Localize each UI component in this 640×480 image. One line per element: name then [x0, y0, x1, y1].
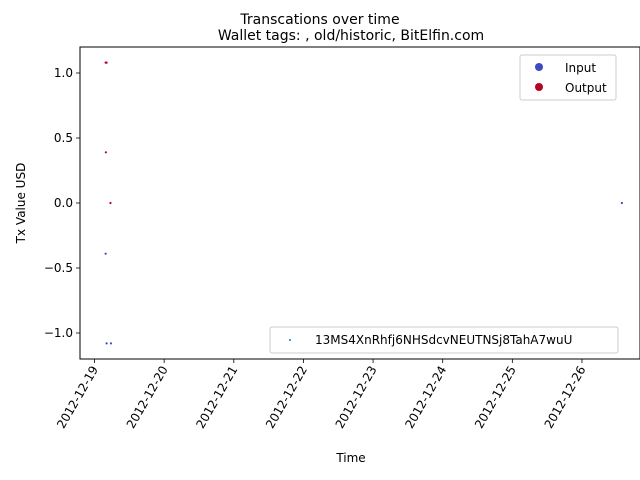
data-points: [104, 61, 623, 345]
y-tick-label: −0.5: [44, 261, 73, 275]
data-point-input: [105, 342, 108, 345]
y-axis: 1.0 0.5 0.0 −0.5 −1.0: [44, 66, 80, 340]
data-point-output: [105, 61, 108, 64]
data-point-input: [620, 201, 623, 205]
chart-title: Wallet tags: , old/historic, BitElfin.co…: [218, 28, 484, 44]
x-tick-label: 2012-12-21: [193, 364, 240, 431]
legend-marker-output: [535, 83, 543, 91]
y-tick-label: 1.0: [54, 66, 73, 80]
data-point-output: [109, 201, 112, 205]
legend-box: [269, 326, 619, 354]
x-tick-label: 2012-12-19: [54, 364, 101, 431]
data-point-input: [109, 342, 113, 345]
x-tick-label: 2012-12-23: [333, 364, 380, 431]
data-point-input: [104, 252, 107, 255]
x-tick-label: 2012-12-26: [542, 364, 589, 431]
legend-label-output: Output: [565, 81, 607, 95]
legend-marker-input: [535, 63, 543, 71]
x-tick-label: 2012-12-20: [124, 364, 171, 431]
y-axis-label: Tx Value USD: [14, 163, 28, 245]
y-tick-label: 0.0: [54, 196, 73, 210]
legend-input-output: Input Output: [519, 54, 617, 101]
data-point-output: [104, 151, 107, 154]
legend-address: 13MS4XnRhfj6NHSdcvNEUTNSj8TahA7wuU: [269, 326, 619, 354]
x-tick-label: 2012-12-25: [472, 364, 519, 431]
legend-label-address: 13MS4XnRhfj6NHSdcvNEUTNSj8TahA7wuU: [315, 333, 572, 347]
y-tick-label: 0.5: [54, 131, 73, 145]
chart-suptitle: Transcations over time: [239, 12, 399, 28]
legend-label-input: Input: [565, 61, 596, 75]
legend-box: [519, 54, 617, 101]
legend-marker-address: [289, 339, 291, 341]
x-tick-label: 2012-12-22: [263, 364, 310, 431]
x-axis-label: Time: [335, 451, 365, 465]
x-tick-label: 2012-12-24: [402, 364, 449, 431]
y-tick-label: −1.0: [44, 326, 73, 340]
x-axis: 2012-12-19 2012-12-20 2012-12-21 2012-12-22…: [54, 359, 589, 431]
